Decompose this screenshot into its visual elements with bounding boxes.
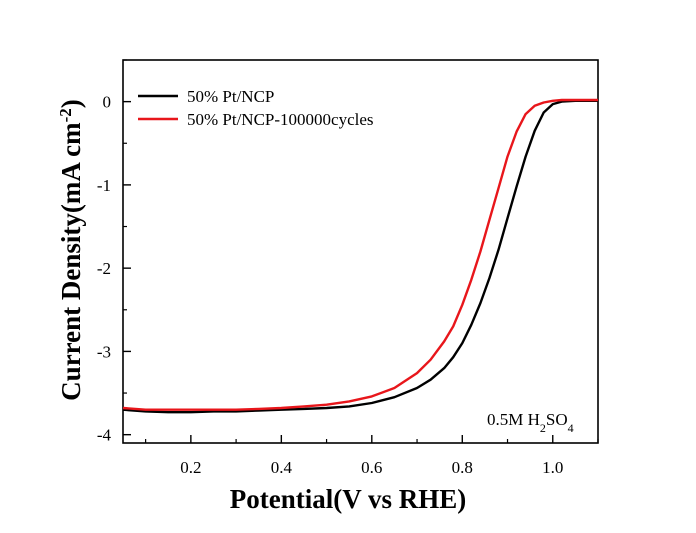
x-tick-label: 0.8: [452, 458, 473, 477]
y-axis-title-sup: -2: [56, 108, 75, 122]
x-tick-label: 0.2: [180, 458, 201, 477]
series-line-1: [122, 98, 598, 411]
y-axis-title: Current Density(mA cm-2): [56, 99, 87, 401]
x-tick-label: 1.0: [542, 458, 563, 477]
y-tick-label: -2: [97, 259, 111, 278]
y-axis-title-close: ): [56, 99, 86, 108]
x-tick-label: 0.4: [271, 458, 293, 477]
y-tick-label: 0: [103, 93, 112, 112]
y-tick-label: -3: [97, 342, 111, 361]
y-tick-label: -4: [97, 426, 112, 445]
x-tick-label: 0.6: [361, 458, 382, 477]
legend-label-1: 50% Pt/NCP-100000cycles: [187, 110, 374, 129]
series-line-0: [122, 99, 598, 414]
axis-ticks: 0.2 0.4 0.6 0.8 1.0 0 -1 -2 -3 -4: [97, 59, 599, 477]
plot-frame: [122, 59, 599, 444]
x-axis-title: Potential(V vs RHE): [230, 484, 467, 514]
electrolyte-annotation: 0.5M H2SO4: [487, 410, 574, 435]
legend-label-0: 50% Pt/NCP: [187, 87, 274, 106]
y-axis-title-main: Current Density(mA cm: [56, 122, 86, 401]
legend: 50% Pt/NCP 50% Pt/NCP-100000cycles: [138, 87, 374, 129]
series-layer: [122, 98, 598, 414]
y-tick-label: -1: [97, 176, 111, 195]
